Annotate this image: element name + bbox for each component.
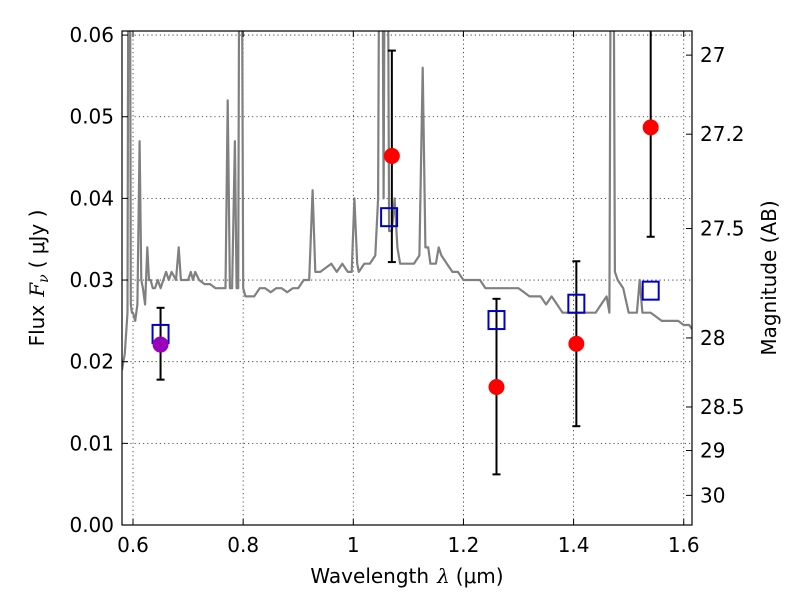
y-tick-label: 0.05	[69, 105, 114, 129]
y-axis-label: FluxFν( μJy )	[25, 210, 52, 347]
model-point-square	[567, 293, 586, 314]
y2-tick-label: 30	[700, 483, 725, 507]
y-tick-label: 0.02	[69, 350, 114, 374]
x-tick-label: 1	[347, 533, 360, 557]
y2-tick-label: 28	[700, 326, 725, 350]
plot-frame	[121, 30, 693, 526]
axes: 0.6 0.8 1 1.2 1.4 1.6 0.00 0.01 0.02 0.03 0.04 0.05…	[69, 23, 744, 557]
plot-background	[122, 31, 692, 525]
observed-point	[642, 119, 659, 136]
y2-tick-label: 27.2	[700, 122, 745, 146]
y2-tick-label: 27.5	[700, 217, 745, 241]
observed-point	[383, 147, 400, 164]
y-tick-label: 0.06	[69, 23, 114, 47]
model-point-square	[487, 310, 506, 331]
y2-axis-label: Magnitude (AB)	[757, 200, 781, 355]
y-tick-label: 0.03	[69, 268, 114, 292]
x-tick-label: 0.8	[227, 533, 259, 557]
model-point-square	[641, 280, 660, 301]
data-layer	[122, 31, 692, 476]
y-tick-label: 0.01	[69, 431, 114, 455]
observed-point	[152, 336, 169, 353]
observed-point	[488, 379, 505, 396]
y-tick-label: 0.00	[69, 513, 114, 537]
model-point-square	[380, 207, 399, 228]
observed-point	[568, 335, 585, 352]
x-tick-label: 1.6	[668, 533, 700, 557]
y2-tick-label: 28.5	[700, 395, 745, 419]
x-tick-label: 1.2	[448, 533, 480, 557]
x-tick-label: 1.4	[558, 533, 590, 557]
x-axis-label: Wavelength λ (μm)	[310, 564, 503, 588]
y2-tick-label: 29	[700, 439, 725, 463]
y2-tick-label: 27	[700, 43, 725, 67]
x-tick-label: 0.6	[117, 533, 149, 557]
y-tick-label: 0.04	[69, 186, 114, 210]
